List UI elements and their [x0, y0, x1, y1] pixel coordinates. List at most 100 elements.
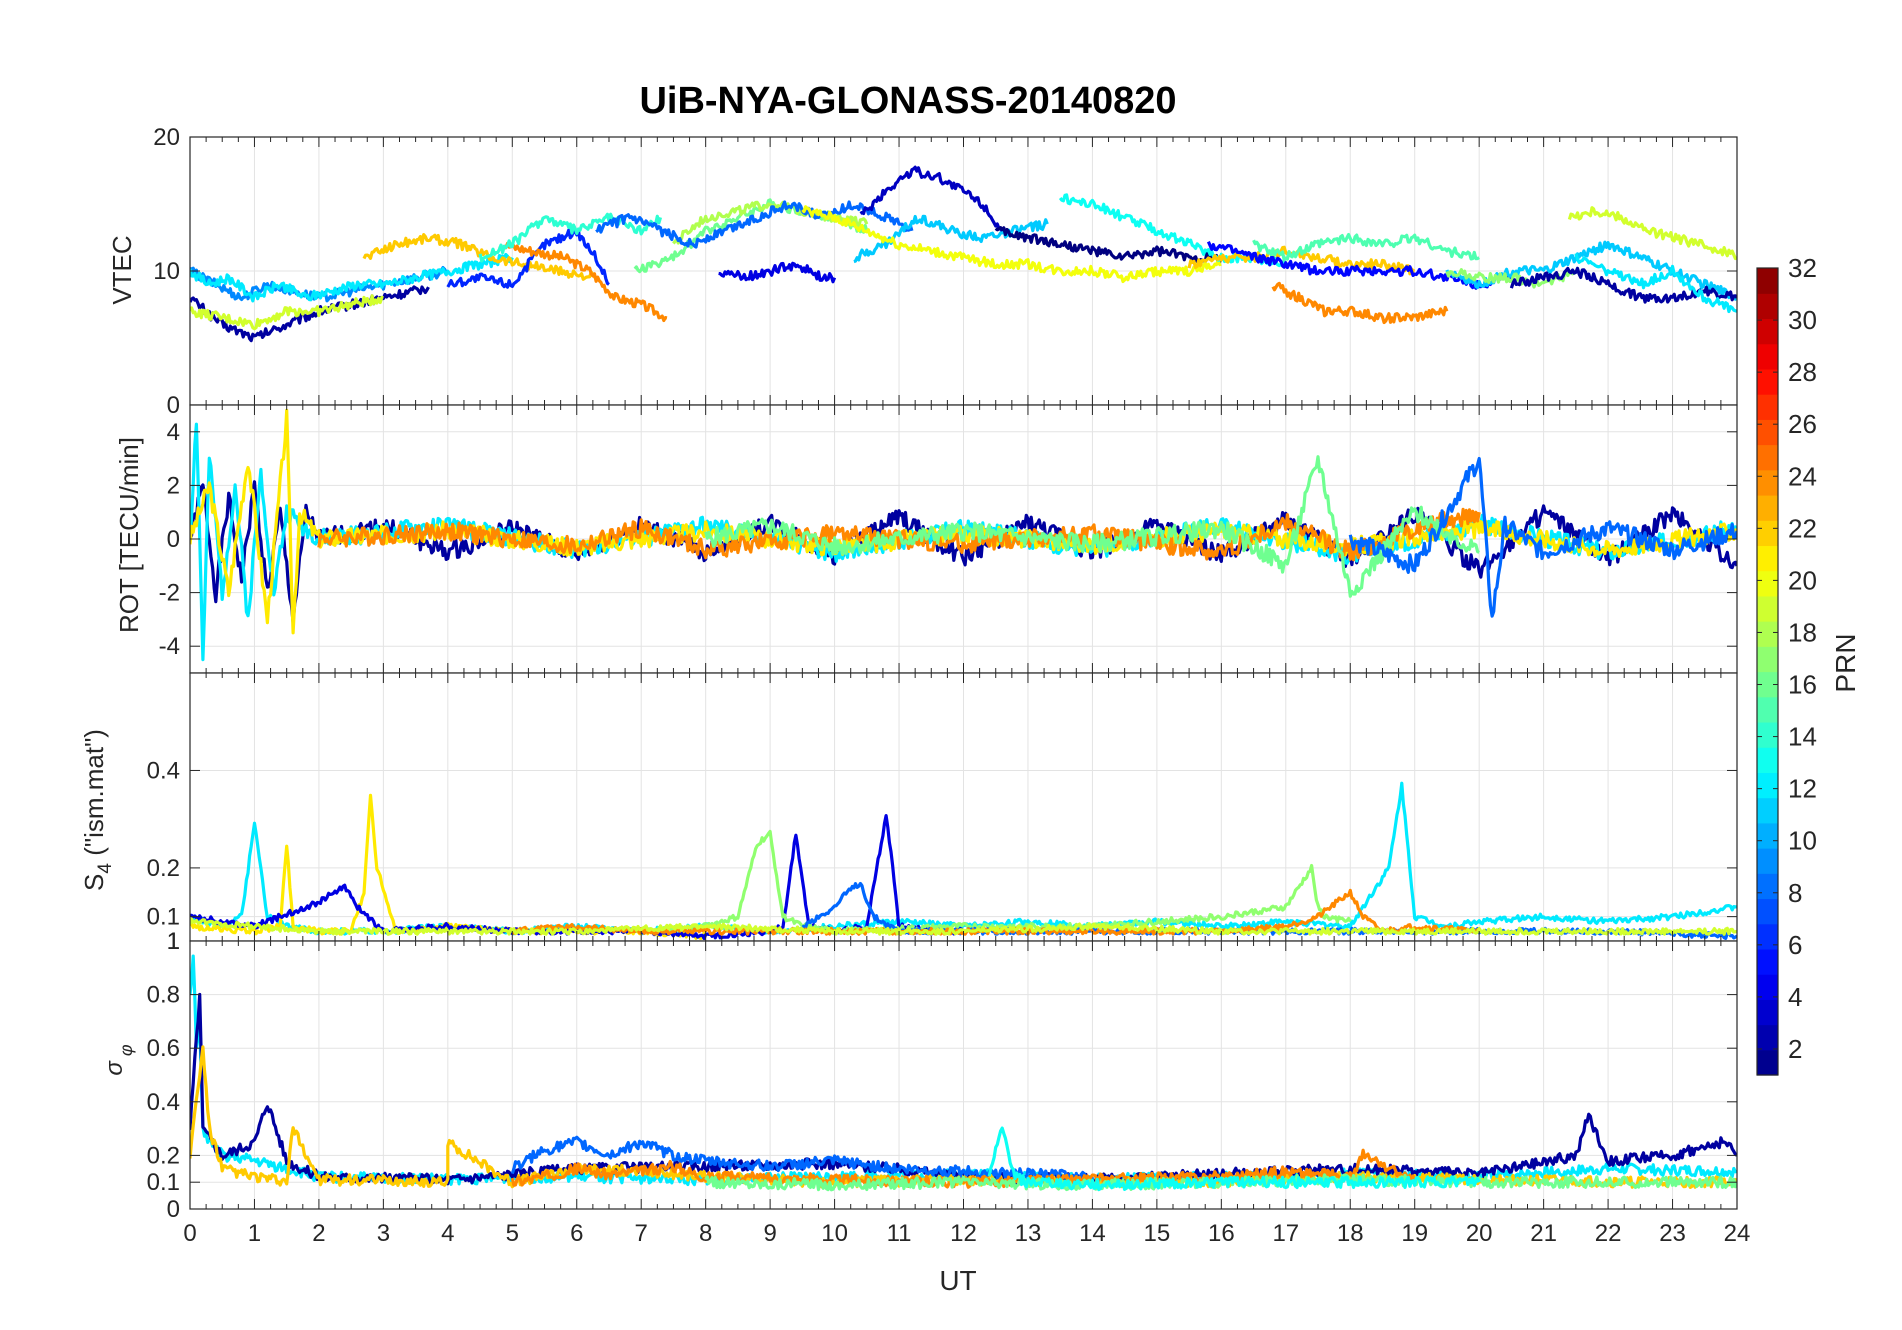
series-line-prn-19	[1567, 206, 1737, 261]
y-tick-label: 0.2	[147, 855, 180, 882]
colorbar-band	[1757, 268, 1778, 294]
colorbar-band	[1757, 772, 1778, 799]
colorbar-band	[1757, 545, 1778, 572]
series-group	[190, 165, 1737, 343]
x-tick-label: 20	[1466, 1220, 1493, 1247]
y-tick-label: 0.1	[147, 904, 180, 931]
y-tick-label: 0.1	[147, 1169, 180, 1196]
colorbar-band	[1757, 1049, 1778, 1076]
x-tick-label: 9	[763, 1220, 776, 1247]
colorbar-band	[1757, 696, 1778, 723]
colorbar-band	[1757, 999, 1778, 1026]
x-tick-label: 17	[1272, 1220, 1299, 1247]
series-group	[190, 408, 1737, 662]
y-tick-label: 0.6	[147, 1035, 180, 1062]
x-tick-label: 2	[312, 1220, 325, 1247]
series-line-prn-4	[718, 261, 837, 284]
colorbar-tick-label: 18	[1788, 617, 1817, 647]
colorbar-tick-label: 14	[1788, 722, 1817, 752]
colorbar-band	[1757, 343, 1778, 370]
y-tick-label: 0.8	[147, 982, 180, 1009]
y-tick-label: 0.4	[147, 1089, 180, 1116]
series-line-prn-15	[1252, 232, 1480, 262]
colorbar-band	[1757, 469, 1778, 496]
colorbar-tick-label: 2	[1788, 1034, 1802, 1064]
colorbar-band	[1757, 923, 1778, 950]
x-tick-label: 5	[506, 1220, 519, 1247]
x-tick-label: 0	[183, 1220, 196, 1247]
series-line-prn-24	[512, 888, 1481, 936]
colorbar-band	[1757, 394, 1778, 420]
colorbar-band	[1757, 747, 1778, 773]
colorbar-tick-label: 4	[1788, 982, 1802, 1012]
series-line-prn-3	[859, 165, 1004, 232]
colorbar-tick-label: 30	[1788, 305, 1817, 335]
x-tick-label: 4	[441, 1220, 454, 1247]
x-tick-label: 22	[1595, 1220, 1622, 1247]
figure-title: UiB-NYA-GLONASS-20140820	[639, 80, 1176, 122]
x-tick-label: 3	[377, 1220, 390, 1247]
colorbar-band	[1757, 621, 1778, 647]
colorbar-band	[1757, 444, 1778, 471]
colorbar-tick-label: 10	[1788, 826, 1817, 856]
series-line-prn-8	[510, 1135, 1094, 1184]
y-tick-label: 10	[153, 258, 180, 285]
series-line-prn-11	[853, 214, 1049, 264]
x-tick-label: 1	[248, 1220, 261, 1247]
rot-panel: -4 -2 0 2 4	[159, 404, 1738, 674]
series-line-prn-12	[1574, 252, 1737, 314]
colorbar-tick-label: 32	[1788, 253, 1817, 283]
colorbar-band	[1757, 948, 1778, 975]
x-tick-label: 10	[821, 1220, 848, 1247]
x-tick-label: 12	[950, 1220, 977, 1247]
x-tick-label: 24	[1724, 1220, 1751, 1247]
series-line-prn-12	[190, 252, 514, 303]
x-tick-label: 14	[1079, 1220, 1106, 1247]
colorbar-band	[1757, 520, 1778, 547]
colorbar-band	[1757, 595, 1778, 622]
sigma-phi-ylabel: σ φ	[101, 1044, 136, 1075]
colorbar-tick-label: 22	[1788, 513, 1817, 543]
series-line-prn-24	[317, 507, 1481, 562]
x-tick-label: 15	[1144, 1220, 1171, 1247]
y-tick-label: 0	[167, 1196, 180, 1223]
series-line-prn-2	[190, 480, 1737, 625]
colorbar-tick-label: 28	[1788, 357, 1817, 387]
vtec-ylabel: VTEC	[107, 235, 137, 304]
series-line-prn-1	[994, 226, 1223, 264]
colorbar-tick-label: 16	[1788, 670, 1817, 700]
series-line-prn-6	[446, 228, 610, 289]
series-line-prn-8	[595, 200, 914, 249]
series-line-prn-24	[1271, 281, 1449, 325]
colorbar-label: PRN	[1830, 633, 1861, 692]
colorbar-tick-label: 26	[1788, 409, 1817, 439]
y-tick-label: 0.2	[147, 1142, 180, 1169]
y-tick-label: 1	[167, 928, 180, 955]
x-tick-label: 11	[887, 1220, 912, 1247]
colorbar-band	[1757, 898, 1778, 925]
series-line-prn-2	[190, 285, 430, 343]
x-tick-label: 21	[1530, 1220, 1557, 1247]
series-line-prn-13	[987, 1126, 1481, 1192]
y-tick-label: -4	[159, 633, 180, 660]
y-tick-label: 0	[167, 392, 180, 419]
vtec-panel: 0 10 20	[153, 124, 1738, 419]
colorbar-band	[1757, 822, 1778, 849]
s4-ylabel: S4 ("ism.mat")	[79, 729, 116, 891]
rot-ylabel: ROT [TECU/min]	[114, 437, 144, 633]
colorbar-band	[1757, 646, 1778, 673]
colorbar-band	[1757, 570, 1778, 597]
colorbar-band	[1757, 419, 1778, 446]
x-tick-label: 6	[570, 1220, 583, 1247]
x-axis-label: UT	[939, 1265, 976, 1296]
y-tick-label: 1	[167, 928, 180, 955]
colorbar-tick-label: 6	[1788, 930, 1802, 960]
x-tick-label: 18	[1337, 1220, 1364, 1247]
x-tick-label: 13	[1015, 1220, 1042, 1247]
colorbar-band	[1757, 671, 1778, 698]
y-tick-label: 0	[167, 526, 180, 553]
colorbar-frame	[1756, 267, 1779, 1076]
sigma-phi-panel: 00.10.20.40.60.810 1 2 3 4 5 6 7 8 9 10 11 12 13 14 15 1…	[147, 928, 1751, 1247]
